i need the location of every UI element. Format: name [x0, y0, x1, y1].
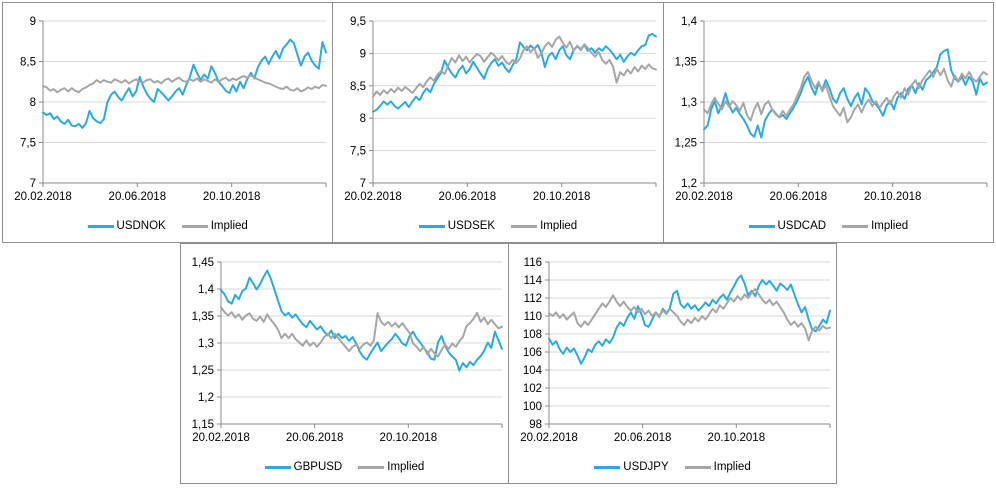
pair-line-swatch-icon	[264, 465, 291, 469]
usdnok-panel: 9 8,5 8 7,5 7 20.02.2018 20.06.2018 20.10.2018 …	[2, 2, 334, 243]
svg-text:20.02.2018: 20.02.2018	[192, 432, 250, 444]
svg-text:104: 104	[523, 365, 543, 377]
pair-line-swatch-icon	[87, 224, 114, 228]
svg-text:20.06.2018: 20.06.2018	[439, 191, 497, 203]
usdnok-legend: USDNOK Implied	[3, 220, 332, 232]
svg-text:100: 100	[523, 401, 542, 413]
svg-text:20.02.2018: 20.02.2018	[520, 432, 578, 444]
svg-text:20.10.2018: 20.10.2018	[533, 191, 591, 203]
legend-item-usdnok: USDNOK	[87, 220, 166, 232]
svg-text:1,2: 1,2	[198, 392, 214, 404]
pair-line-swatch-icon	[748, 224, 775, 228]
svg-text:8,5: 8,5	[20, 57, 36, 69]
legend-item-implied: Implied	[181, 220, 248, 232]
svg-text:8: 8	[360, 113, 366, 125]
svg-text:7,5: 7,5	[20, 138, 36, 150]
svg-text:20.02.2018: 20.02.2018	[675, 191, 733, 203]
svg-text:20.06.2018: 20.06.2018	[286, 432, 344, 444]
bottom-chart-row: 1,45 1,4 1,35 1,3 1,25 1,2 1,15 20.02.2018 20.06…	[180, 243, 996, 484]
legend-label-implied: Implied	[871, 220, 909, 232]
pair-line-swatch-icon	[594, 465, 621, 469]
svg-text:7,5: 7,5	[350, 146, 366, 158]
legend-item-implied: Implied	[358, 461, 424, 473]
legend-label-usdjpy: USDJPY	[623, 461, 669, 473]
svg-text:1,2: 1,2	[681, 178, 697, 190]
legend-label-implied: Implied	[540, 220, 578, 232]
legend-label-usdsek: USDSEK	[447, 220, 496, 232]
svg-text:102: 102	[523, 383, 542, 395]
svg-text:20.06.2018: 20.06.2018	[769, 191, 827, 203]
svg-text:20.10.2018: 20.10.2018	[380, 432, 438, 444]
svg-text:1,15: 1,15	[192, 419, 214, 431]
legend-item-implied: Implied	[842, 220, 908, 232]
svg-text:9,5: 9,5	[350, 16, 366, 28]
legend-item-usdsek: USDSEK	[418, 220, 496, 232]
legend-label-usdcad: USDCAD	[777, 220, 827, 232]
usdsek-panel: 9,5 9 8,5 8 7,5 7 20.02.2018 20.06.2018 20.10.20…	[332, 2, 664, 243]
svg-text:20.02.2018: 20.02.2018	[345, 191, 403, 203]
svg-text:106: 106	[523, 347, 542, 359]
svg-text:114: 114	[524, 275, 543, 287]
implied-line-swatch-icon	[358, 465, 385, 469]
svg-text:1,25: 1,25	[674, 138, 696, 150]
usdjpy-plot-area: 116 114 112 110 108 106 104 102 100 98 20.02.2018 2…	[509, 246, 836, 457]
svg-text:7: 7	[30, 178, 36, 190]
svg-text:7: 7	[360, 178, 366, 190]
svg-text:1,3: 1,3	[681, 97, 697, 109]
svg-text:1,4: 1,4	[681, 16, 698, 28]
svg-text:20.10.2018: 20.10.2018	[708, 432, 766, 444]
svg-text:8: 8	[30, 97, 36, 109]
svg-text:1,25: 1,25	[192, 365, 214, 377]
gbpusd-legend: GBPUSD Implied	[181, 461, 508, 473]
legend-label-implied: Implied	[387, 461, 425, 473]
usdcad-plot-area: 1,4 1,35 1,3 1,25 1,2 20.02.2018 20.06.2018 20.…	[664, 5, 993, 216]
usdcad-legend: USDCAD Implied	[664, 220, 993, 232]
implied-line-swatch-icon	[684, 465, 711, 469]
legend-label-implied: Implied	[713, 461, 751, 473]
svg-text:1,45: 1,45	[192, 257, 214, 269]
implied-line-swatch-icon	[181, 224, 208, 228]
legend-label-usdnok: USDNOK	[116, 220, 166, 232]
svg-text:20.10.2018: 20.10.2018	[864, 191, 922, 203]
svg-text:110: 110	[524, 311, 542, 323]
usdsek-legend: USDSEK Implied	[333, 220, 662, 232]
usdjpy-panel: 116 114 112 110 108 106 104 102 100 98 20.02.2018 2…	[508, 243, 837, 484]
gbpusd-plot-area: 1,45 1,4 1,35 1,3 1,25 1,2 1,15 20.02.2018 20.06…	[181, 246, 508, 457]
svg-text:20.02.2018: 20.02.2018	[14, 191, 72, 203]
usdjpy-legend: USDJPY Implied	[509, 461, 836, 473]
svg-text:20.06.2018: 20.06.2018	[109, 191, 167, 203]
svg-text:20.06.2018: 20.06.2018	[614, 432, 672, 444]
svg-text:1,35: 1,35	[674, 57, 696, 69]
legend-item-implied: Implied	[511, 220, 577, 232]
legend-label-implied: Implied	[210, 220, 248, 232]
svg-text:112: 112	[524, 293, 542, 305]
svg-text:116: 116	[524, 257, 542, 269]
svg-text:1,3: 1,3	[198, 338, 214, 350]
svg-text:1,4: 1,4	[198, 284, 215, 296]
implied-line-swatch-icon	[511, 224, 538, 228]
usdnok-plot-area: 9 8,5 8 7,5 7 20.02.2018 20.06.2018 20.10.2018	[3, 5, 332, 216]
implied-line-swatch-icon	[842, 224, 869, 228]
svg-text:1,35: 1,35	[192, 311, 214, 323]
legend-label-gbpusd: GBPUSD	[293, 461, 343, 473]
usdsek-plot-area: 9,5 9 8,5 8 7,5 7 20.02.2018 20.06.2018 20.10.20…	[333, 5, 662, 216]
legend-item-usdcad: USDCAD	[748, 220, 827, 232]
svg-text:20.10.2018: 20.10.2018	[203, 191, 261, 203]
svg-text:9: 9	[30, 16, 36, 28]
pair-line-swatch-icon	[418, 224, 445, 228]
svg-text:8,5: 8,5	[350, 81, 366, 93]
top-chart-row: 9 8,5 8 7,5 7 20.02.2018 20.06.2018 20.10.2018 …	[2, 2, 994, 243]
svg-text:108: 108	[523, 329, 542, 341]
legend-item-gbpusd: GBPUSD	[264, 461, 343, 473]
usdcad-panel: 1,4 1,35 1,3 1,25 1,2 20.02.2018 20.06.2018 20.…	[662, 2, 994, 243]
svg-text:98: 98	[529, 419, 542, 431]
legend-item-implied: Implied	[684, 461, 751, 473]
gbpusd-panel: 1,45 1,4 1,35 1,3 1,25 1,2 1,15 20.02.2018 20.06…	[180, 243, 509, 484]
svg-text:9: 9	[360, 48, 366, 60]
legend-item-usdjpy: USDJPY	[594, 461, 669, 473]
